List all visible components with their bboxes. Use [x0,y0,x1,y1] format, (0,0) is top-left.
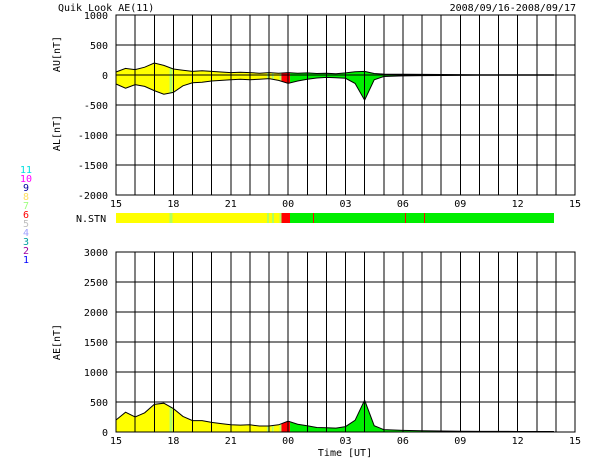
station-bar-marker [312,213,314,223]
ae-y-tick-label: 2500 [84,278,108,289]
au-al-x-tick-label: 06 [397,199,409,210]
ae-x-tick-label: 12 [512,436,524,447]
station-bar: N.STN [76,213,554,225]
al-area-segment [290,75,554,101]
station-legend-item: 11 [20,165,32,176]
au-al-y-tick-label: 500 [90,41,108,52]
station-legend-item: 5 [23,219,29,230]
au-al-x-tick-label: 00 [282,199,294,210]
ae-panel: 3000 2500 2000 1500 1000 500 0 15 18 21 00 03 06 09 1… [52,248,581,459]
ae-x-tick-label: 18 [167,436,179,447]
au-area-segment [116,63,170,75]
ae-y-tick-label: 3000 [84,248,108,259]
au-al-y-tick-label: 1000 [84,11,108,22]
station-bar-segment [269,213,272,223]
au-al-y-tick-label: 0 [102,71,108,82]
au-axis-label: AU[nT] [52,36,63,72]
station-legend-item: 10 [20,174,32,185]
ae-area-segment [279,423,282,432]
au-al-x-tick-label: 15 [110,199,122,210]
ae-area-segment [290,400,554,432]
al-area-segment [279,75,282,82]
station-legend-item: 4 [23,228,29,239]
station-legend-item: 7 [23,201,29,212]
au-al-y-tick-label: -1500 [78,161,108,172]
station-bar-segment [267,213,269,223]
station-bar-marker [404,213,406,223]
al-area-segment [169,75,173,94]
station-bar-segment [169,213,173,223]
au-al-y-tick-label: -2000 [78,191,108,202]
ae-x-tick-label: 09 [454,436,466,447]
ae-y-tick-label: 1000 [84,368,108,379]
ae-x-tick-label: 15 [110,436,122,447]
ae-plot-frame [115,251,576,433]
al-area-segment [172,75,268,93]
ae-y-tick-label: 0 [102,428,108,439]
ae-x-tick-label: 15 [569,436,581,447]
ae-area-segment [273,424,280,432]
ae-area-segment [172,408,268,432]
au-al-y-tick-label: -500 [84,101,108,112]
station-legend-item: 1 [23,255,29,266]
station-bar-segment [271,213,274,223]
station-bar-segment [281,213,291,223]
station-legend-item: 2 [23,246,29,257]
au-al-x-tick-label: 21 [225,199,237,210]
station-bar-segment [290,213,554,223]
ae-area-line [115,398,554,433]
au-al-plot-frame [115,14,576,196]
station-legend-item: 3 [23,237,29,248]
station-bar-marker [423,213,425,223]
station-legend-item: 9 [23,183,29,194]
au-al-x-tick-label: 03 [339,199,351,210]
station-bar-segment [116,213,170,223]
ae-y-tick-label: 1500 [84,338,108,349]
ae-y-tick-label: 500 [90,398,108,409]
station-legend-item: 8 [23,192,29,203]
station-bar-segment [273,213,280,223]
al-area-segment [271,75,274,80]
ae-x-tick-label: 00 [282,436,294,447]
ae-x-tick-label: 03 [339,436,351,447]
ae-x-tick-label: 06 [397,436,409,447]
au-al-x-tick-label: 18 [167,199,179,210]
chart-title: Quik Look AE(11) [58,3,154,14]
au-area-segment [172,68,268,75]
x-axis-label: Time [UT] [318,448,372,459]
ae-x-tick-label: 21 [225,436,237,447]
ae-area-segment [269,425,272,432]
au-al-y-tick-label: -1000 [78,131,108,142]
ae-area-segment [271,425,274,432]
au-al-x-tick-label: 12 [512,199,524,210]
au-area-segment [169,67,173,75]
au-al-x-tick-label: 15 [569,199,581,210]
ae-y-tick-label: 2000 [84,308,108,319]
al-axis-label: AL[nT] [52,115,63,151]
au-al-x-tick-label: 09 [454,199,466,210]
station-legend-item: 6 [23,210,29,221]
ae-area-segment [169,406,173,432]
station-bar-segment [172,213,268,223]
au-area-segment [290,71,554,75]
station-bar-label: N.STN [76,214,106,225]
ae-axis-label: AE[nT] [52,324,63,360]
ae-area-segment [116,403,170,432]
au-al-panel: 1000 500 0 -500 -1000 -1500 -2000 15 18 21 00 03 06… [52,11,581,210]
al-area-segment [116,75,170,95]
date-range: 2008/09/16-2008/09/17 [450,3,576,14]
al-area-segment [269,75,272,80]
station-bar-segment [279,213,282,223]
